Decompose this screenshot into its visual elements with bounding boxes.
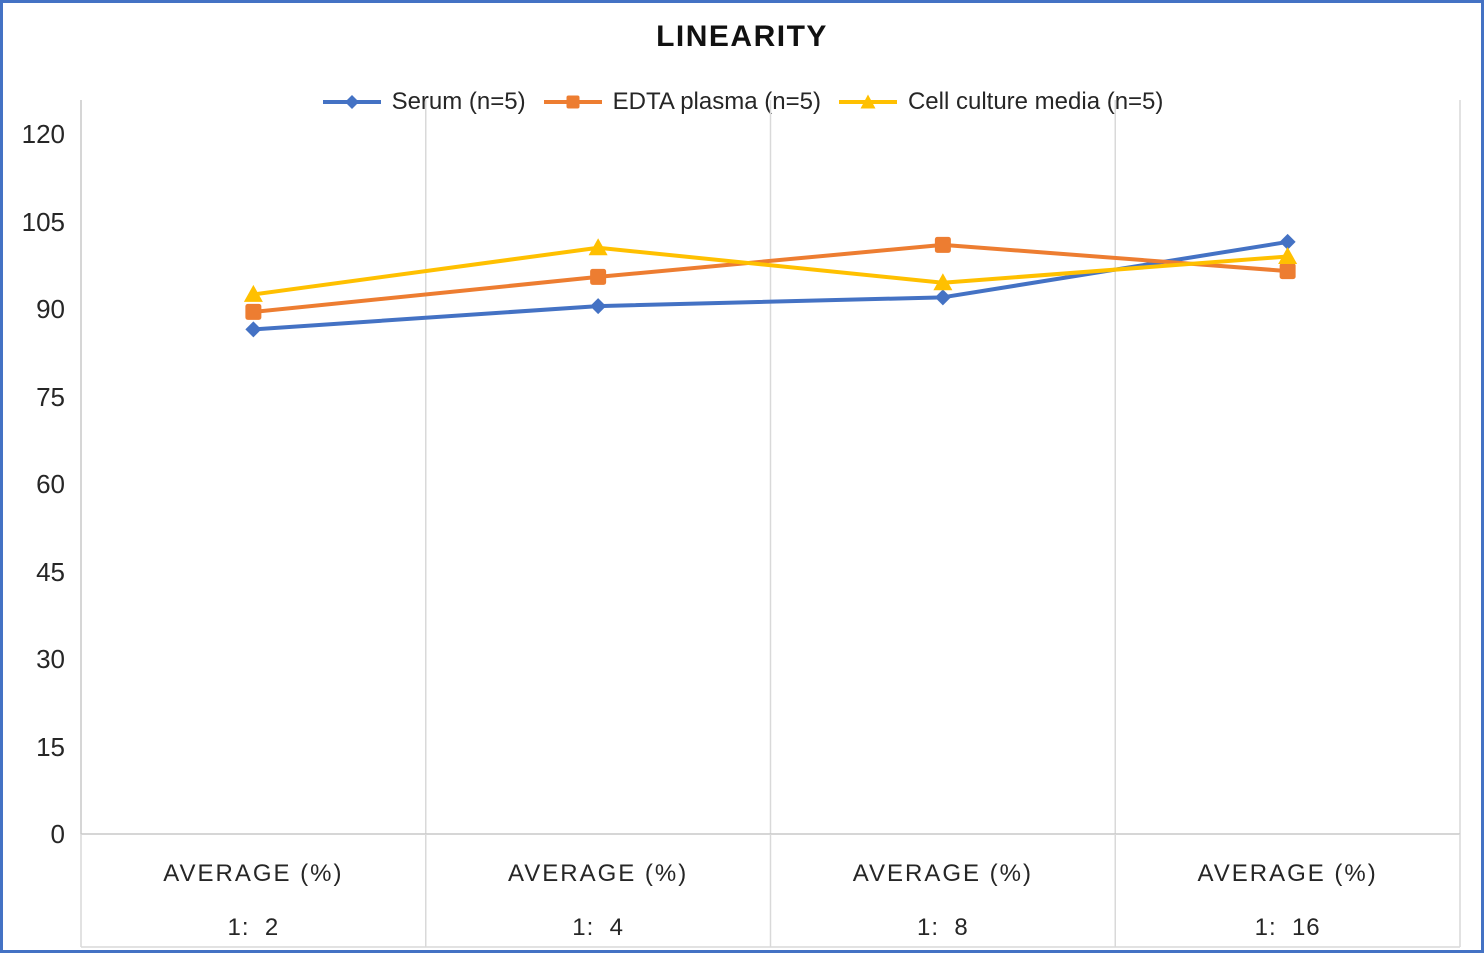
x-category-dilution-label: 1: 4	[572, 914, 624, 941]
diamond-marker-serum-n-5	[934, 289, 951, 306]
square-marker-edta-plasma-n-5	[590, 268, 607, 285]
x-category-dilution-label: 1: 2	[227, 914, 280, 941]
square-marker-edta-plasma-n-5	[1279, 263, 1296, 280]
x-category-cell-1-4: AVERAGE (%) 1: 4	[426, 834, 771, 947]
y-tick-label-45: 45	[36, 556, 65, 587]
x-category-dilution-label: 1: 8	[917, 914, 969, 941]
x-category-group-label: AVERAGE (%)	[852, 860, 1033, 887]
series-line-edta-plasma-n-5	[251, 242, 1290, 314]
cell-media-line-triangle-icon	[838, 94, 897, 109]
x-category-cell-1-2: AVERAGE (%) 1: 2	[81, 834, 426, 947]
legend-item-serum: Serum (n=5)	[321, 88, 526, 116]
y-tick-label-0: 0	[50, 819, 65, 849]
legend: Serum (n=5) EDTA plasma (n=5) Cell cultu…	[3, 88, 1481, 116]
x-category-cell-1-8: AVERAGE (%) 1: 8	[771, 834, 1116, 947]
edta-line-square-icon	[543, 95, 602, 109]
diamond-marker-serum-n-5	[1279, 233, 1296, 250]
legend-label-edta-plasma: EDTA plasma (n=5)	[612, 88, 821, 115]
diamond-marker-serum-n-5	[590, 298, 607, 315]
y-tick-label-75: 75	[36, 381, 65, 412]
diamond-marker-serum-n-5	[245, 321, 262, 338]
square-marker-edta-plasma-n-5	[245, 303, 262, 320]
y-tick-label-30: 30	[36, 644, 65, 674]
x-category-cell-1-16: AVERAGE (%) 1: 16	[1115, 834, 1460, 947]
triangle-marker-cell-culture-media-n-5	[243, 284, 263, 302]
y-tick-label-15: 15	[36, 731, 65, 762]
triangle-marker-cell-culture-media-n-5	[933, 273, 953, 291]
y-tick-label-90: 90	[36, 294, 65, 324]
legend-item-cell-culture-media: Cell culture media (n=5)	[837, 88, 1163, 116]
x-category-group-label: AVERAGE (%)	[508, 860, 689, 887]
plot-svg	[80, 100, 1461, 948]
triangle-marker-cell-culture-media-n-5	[1278, 247, 1298, 264]
chart-title: LINEARITY	[656, 20, 828, 53]
legend-label-serum: Serum (n=5)	[391, 88, 526, 115]
x-category-dilution-label: 1: 16	[1254, 914, 1321, 941]
x-category-group-label: AVERAGE (%)	[163, 860, 344, 887]
y-tick-label-120: 120	[21, 119, 65, 149]
y-tick-label-105: 105	[21, 206, 65, 237]
series-line-cell-culture-media-n-5	[251, 245, 1290, 297]
x-category-group-label: AVERAGE (%)	[1197, 860, 1378, 887]
legend-label-cell-culture-media: Cell culture media (n=5)	[907, 88, 1164, 115]
square-marker-edta-plasma-n-5	[934, 236, 951, 253]
y-tick-label-60: 60	[36, 469, 65, 499]
serum-line-diamond-icon	[322, 95, 381, 109]
triangle-marker-cell-culture-media-n-5	[588, 238, 608, 256]
legend-item-edta-plasma: EDTA plasma (n=5)	[542, 88, 821, 116]
